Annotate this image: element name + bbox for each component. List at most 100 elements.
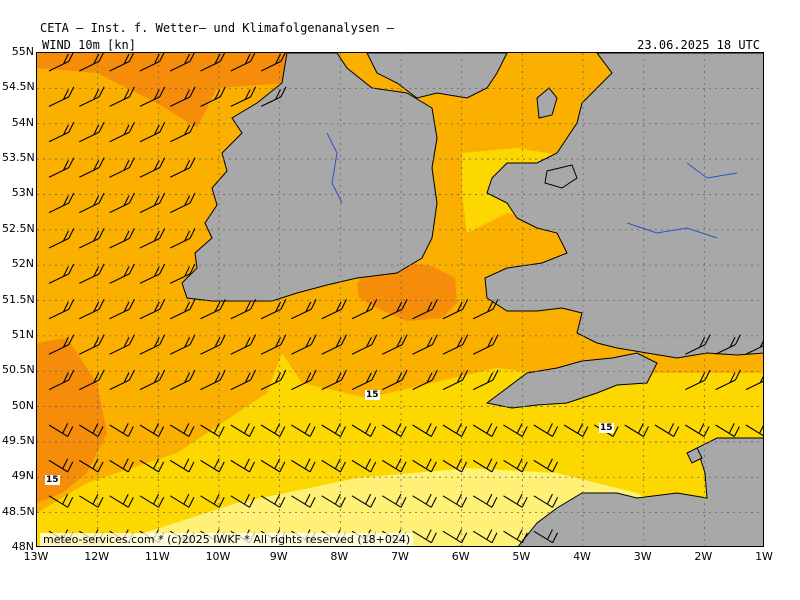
wind-barb — [291, 334, 317, 355]
lat-tick-label: 54.5N — [2, 80, 35, 94]
wind-barb — [412, 369, 438, 391]
wind-barb — [169, 157, 196, 178]
lon-tick-label: 2W — [694, 550, 713, 563]
wind-barb — [230, 369, 257, 391]
wind-barb — [79, 369, 105, 391]
wind-barb — [48, 334, 75, 355]
wind-map-canvas — [37, 53, 763, 546]
wind-barb — [230, 298, 257, 320]
lat-tick-label: 49.5N — [2, 433, 35, 447]
valid-time-label: 23.06.2025 18 UTC — [637, 38, 760, 52]
wind-barb — [382, 334, 408, 355]
lon-tick-label: 7W — [391, 550, 409, 563]
lon-tick-label: 8W — [330, 550, 349, 563]
wind-barb — [230, 493, 256, 508]
wind-barb — [260, 423, 286, 437]
wind-barb — [230, 86, 257, 107]
lon-tick-label: 12W — [84, 550, 110, 563]
wind-barb — [109, 423, 134, 437]
wind-barb — [351, 493, 377, 508]
lon-tick-label: 11W — [144, 550, 170, 563]
wind-barb — [169, 86, 196, 107]
wind-barb — [48, 86, 75, 107]
wind-barb — [260, 369, 287, 391]
wind-barb — [715, 334, 741, 355]
wind-barb — [139, 192, 166, 214]
wind-barb — [230, 334, 257, 355]
wind-barb — [109, 53, 135, 72]
wind-barb — [79, 121, 105, 143]
scotland-southwest — [366, 53, 508, 99]
lat-tick-label: 50.5N — [2, 363, 35, 377]
wind-barb — [412, 458, 437, 473]
wind-barb — [503, 423, 528, 437]
lon-tick-label: 4W — [573, 550, 591, 563]
contour-label: 15 — [45, 475, 60, 485]
wind-barb — [321, 493, 346, 508]
wind-barb — [169, 228, 196, 249]
wind-barb — [412, 529, 437, 544]
lon-tick-label: 1W — [755, 550, 773, 563]
wind-barb — [260, 298, 287, 320]
lat-tick-label: 55N — [11, 45, 34, 58]
wind-barb — [109, 369, 135, 391]
wind-barb — [139, 423, 165, 437]
wind-barb — [169, 369, 196, 391]
wind-barb — [109, 121, 135, 143]
river-trent — [686, 162, 738, 179]
wind-barb — [442, 493, 468, 508]
wind-barb — [503, 493, 528, 508]
lat-tick-label: 50N — [11, 398, 34, 412]
wind-map: 15 15 15 — [36, 52, 764, 547]
wind-barb — [48, 298, 75, 320]
anglesey — [544, 164, 578, 189]
wind-barb — [79, 86, 105, 107]
wind-barbs — [48, 53, 763, 544]
wind-barb — [200, 423, 225, 437]
wind-barb — [291, 298, 317, 320]
wind-barb — [200, 86, 226, 107]
wind-barb — [48, 458, 74, 473]
graticule — [37, 53, 763, 546]
wind-barb — [472, 369, 499, 391]
wind-barb — [139, 86, 166, 107]
wind-barb — [139, 334, 166, 355]
wind-barb — [139, 458, 165, 473]
wind-barb — [79, 458, 104, 473]
wind-barb — [109, 298, 135, 320]
wind-barb — [685, 423, 710, 437]
wind-barb — [472, 529, 498, 544]
wind-barb — [260, 334, 287, 355]
wind-barb — [169, 423, 195, 437]
wind-barb — [745, 340, 763, 355]
wind-barb — [321, 458, 346, 473]
wind-barb — [745, 376, 763, 391]
wind-barb — [169, 53, 195, 72]
map-title: CETA — Inst. f. Wetter— und Klimafolgena… — [40, 21, 395, 35]
contour-label: 15 — [599, 423, 614, 433]
wind-barb — [169, 334, 196, 355]
wind-barb — [79, 493, 104, 508]
wind-barb — [48, 263, 75, 284]
wind-barb — [715, 369, 741, 391]
lat-tick-label: 52.5N — [2, 221, 35, 235]
wind-barb — [382, 369, 408, 391]
wind-barb — [169, 121, 196, 143]
wind-barb — [139, 298, 166, 320]
wind-barb — [109, 493, 134, 508]
wind-zone-25-30-celtic — [357, 261, 457, 321]
wind-barb — [472, 493, 498, 508]
wind-barb — [624, 423, 649, 437]
lat-tick-label: 48.5N — [2, 504, 35, 518]
lon-tick-label: 10W — [205, 550, 231, 563]
wind-barb — [472, 423, 498, 437]
wind-barb — [442, 369, 469, 391]
wind-barb — [79, 157, 105, 178]
wind-barb — [109, 86, 135, 107]
wind-barb — [109, 157, 135, 178]
wind-barb — [503, 529, 528, 544]
wind-barb — [412, 423, 437, 437]
isle-of-man — [536, 87, 558, 119]
wind-barb — [230, 423, 256, 437]
wind-barb — [472, 298, 499, 320]
